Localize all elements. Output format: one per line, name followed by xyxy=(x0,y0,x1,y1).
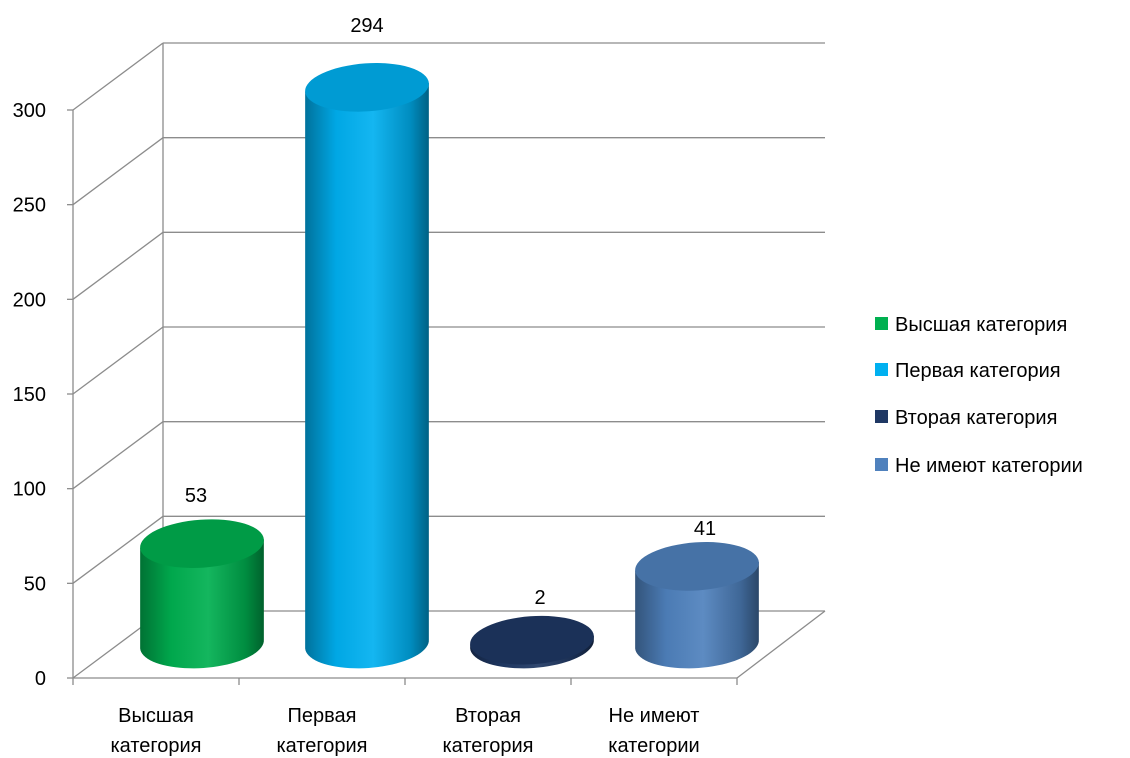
side-gridline xyxy=(72,515,164,584)
legend-swatch xyxy=(875,317,888,330)
x-tick-label: Не имеют категории xyxy=(608,705,699,757)
x-tick-label: Вторая категория xyxy=(442,705,533,757)
legend-swatch xyxy=(875,458,888,471)
data-label: 53 xyxy=(185,485,207,507)
bar-top xyxy=(305,63,429,112)
data-labels: 53 294 2 41 xyxy=(185,15,716,609)
legend-label: Вторая категория xyxy=(895,407,1057,429)
x-tick-label: Первая категория xyxy=(276,705,367,757)
side-gridline xyxy=(72,42,164,111)
bar-top xyxy=(635,542,759,591)
y-tick-label: 0 xyxy=(35,668,46,690)
side-gridline xyxy=(72,137,164,206)
side-gridline xyxy=(72,231,164,300)
bar xyxy=(635,542,759,669)
y-tick-label: 150 xyxy=(13,384,46,406)
bar-top xyxy=(140,519,264,568)
y-tick-label: 100 xyxy=(13,479,46,501)
bars xyxy=(140,63,759,669)
floor-edge xyxy=(736,610,826,679)
x-tick-label: Высшая категория xyxy=(110,705,201,757)
grid xyxy=(72,42,825,679)
y-tick-label: 250 xyxy=(13,195,46,217)
bar-body xyxy=(305,83,429,669)
legend-item: Первая категория xyxy=(875,360,1061,382)
bar-body xyxy=(140,539,264,669)
bar xyxy=(470,615,594,669)
data-label: 41 xyxy=(694,518,716,540)
y-tick-label: 300 xyxy=(13,100,46,122)
legend-label: Первая категория xyxy=(895,360,1061,382)
bar xyxy=(140,519,264,669)
legend-label: Высшая категория xyxy=(895,314,1067,336)
axes: 0 50 100 150 200 250 300 Высшая категория Первая к… xyxy=(13,100,826,757)
bar xyxy=(305,63,429,669)
legend-item: Не имеют категории xyxy=(875,455,1083,477)
y-tick-label: 200 xyxy=(13,289,46,311)
bar-top xyxy=(470,615,594,665)
legend-item: Высшая категория xyxy=(875,314,1067,336)
data-label: 2 xyxy=(534,587,545,609)
side-gridline xyxy=(72,326,164,395)
legend-label: Не имеют категории xyxy=(895,455,1083,477)
data-label: 294 xyxy=(350,15,383,37)
legend-swatch xyxy=(875,410,888,423)
legend-swatch xyxy=(875,363,888,376)
y-tick-label: 50 xyxy=(24,573,46,595)
legend-item: Вторая категория xyxy=(875,407,1057,429)
side-gridline xyxy=(72,421,164,490)
legend: Высшая категория Первая категория Вторая к… xyxy=(875,314,1083,477)
